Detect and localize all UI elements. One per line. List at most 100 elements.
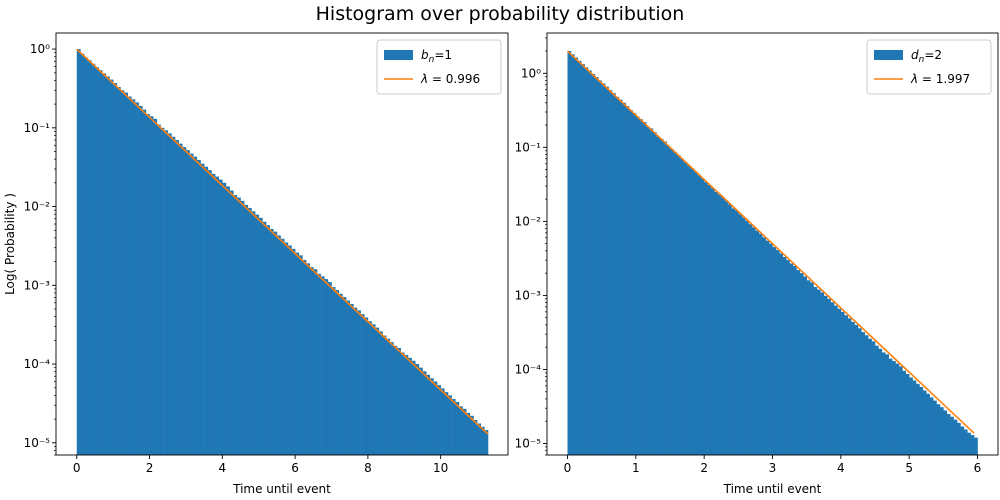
histogram-bar: [440, 388, 445, 455]
histogram-bar: [175, 140, 179, 455]
histogram-bar: [262, 221, 267, 455]
histogram-bar: [215, 176, 219, 455]
histogram-bar: [683, 162, 688, 455]
y-tick-label: 10⁻⁵: [24, 436, 51, 450]
histogram-bar: [748, 224, 753, 455]
histogram-bar: [196, 160, 201, 455]
histogram-bar: [656, 136, 661, 455]
histogram-bar: [284, 242, 289, 455]
histogram-bar: [462, 408, 467, 455]
histogram-bar: [629, 109, 633, 456]
histogram-bar: [649, 128, 654, 455]
y-tick-label: 10⁻¹: [515, 140, 542, 154]
histogram-bar: [189, 153, 194, 455]
histogram-bar: [919, 387, 924, 455]
histogram-bar: [164, 130, 169, 456]
histogram-bar: [779, 253, 784, 455]
histogram-bar: [864, 335, 869, 455]
histogram-bar: [84, 57, 88, 455]
histogram-bar: [142, 109, 147, 456]
histogram-bar: [782, 257, 787, 455]
histogram-bar: [211, 173, 216, 455]
x-tick-label: 0: [564, 461, 572, 475]
y-tick-label: 10⁰: [521, 66, 541, 80]
x-tick-label: 3: [769, 461, 777, 475]
histogram-bar: [167, 133, 172, 455]
chart-right: 0 1 2 3 4 5 6 10⁻⁵ 10⁻⁴ 10⁻³ 10⁻² 10⁻¹ 10⁰ Time until…: [515, 32, 999, 496]
histogram-bar: [813, 287, 818, 455]
histogram-bar: [601, 83, 606, 455]
histogram-bar: [94, 67, 99, 456]
histogram-bar: [273, 231, 278, 455]
histogram-bar: [222, 182, 227, 456]
histogram-bar: [823, 295, 828, 455]
histogram-bar: [411, 360, 416, 455]
histogram-bar: [803, 276, 807, 455]
histogram-bar: [834, 305, 838, 455]
histogram-bar: [909, 377, 913, 455]
histogram-bar: [584, 67, 589, 456]
histogram-bar: [711, 188, 715, 455]
y-tick-label: 10⁻¹: [24, 121, 51, 135]
histogram-bar: [327, 282, 332, 455]
histogram-bar: [98, 70, 103, 456]
histogram-bar: [892, 361, 896, 455]
histogram-bar: [331, 287, 336, 455]
histogram-bar: [806, 280, 811, 455]
histogram-bar: [466, 412, 471, 455]
histogram-bar: [724, 200, 729, 455]
histogram-bar: [646, 126, 650, 455]
histogram-bar: [875, 345, 879, 455]
legend-label: λ = 1.997: [910, 72, 970, 86]
histogram-bar: [255, 214, 260, 455]
histogram-bar: [193, 156, 198, 455]
histogram-bar: [295, 252, 300, 455]
histogram-bar: [342, 297, 347, 455]
histogram-bar: [185, 150, 190, 455]
histogram-bar: [422, 371, 427, 455]
histogram-bar: [240, 200, 245, 455]
histogram-bar: [789, 263, 794, 455]
histogram-bar: [796, 270, 801, 455]
histogram-bar: [847, 318, 852, 455]
histogram-bar: [386, 338, 391, 455]
histogram-bar: [276, 235, 281, 455]
histogram-bar: [171, 136, 176, 455]
histogram-bar: [898, 366, 903, 455]
legend: bn=1 λ = 0.996: [376, 39, 502, 95]
histogram-bar: [309, 267, 314, 455]
histogram-bar: [857, 328, 862, 455]
histogram-bar: [871, 341, 876, 455]
y-tick-label: 10⁻³: [515, 288, 542, 302]
histogram-bar: [738, 214, 743, 455]
histogram-bar: [251, 211, 256, 455]
histogram-bar: [433, 381, 438, 455]
histogram-bar: [349, 303, 354, 455]
histogram-bar: [697, 175, 702, 456]
histogram-bar: [360, 314, 365, 455]
histogram-bar: [666, 145, 671, 455]
histogram-bar: [622, 102, 626, 455]
histogram-bar: [258, 217, 263, 455]
histogram-bar: [113, 83, 118, 455]
histogram-bar: [963, 429, 968, 455]
x-tick-label: 2: [146, 461, 154, 475]
histogram-bar: [953, 419, 958, 455]
histogram-bar: [659, 138, 664, 455]
histogram-bar: [967, 432, 971, 455]
histogram-bar: [102, 73, 107, 455]
histogram-bar: [236, 197, 241, 455]
histogram-bar: [707, 185, 712, 455]
histogram-bar: [861, 332, 866, 455]
histogram-bar: [429, 378, 434, 455]
histogram-bar: [632, 113, 637, 455]
histogram-bar: [673, 152, 678, 455]
histogram-bar: [397, 347, 401, 455]
histogram-bar: [447, 395, 452, 455]
histogram-bar: [400, 352, 405, 455]
histogram-bar: [225, 186, 230, 455]
histogram-bar: [287, 245, 292, 455]
x-tick-label: 6: [974, 461, 982, 475]
legend-swatch-bar: [384, 50, 413, 60]
